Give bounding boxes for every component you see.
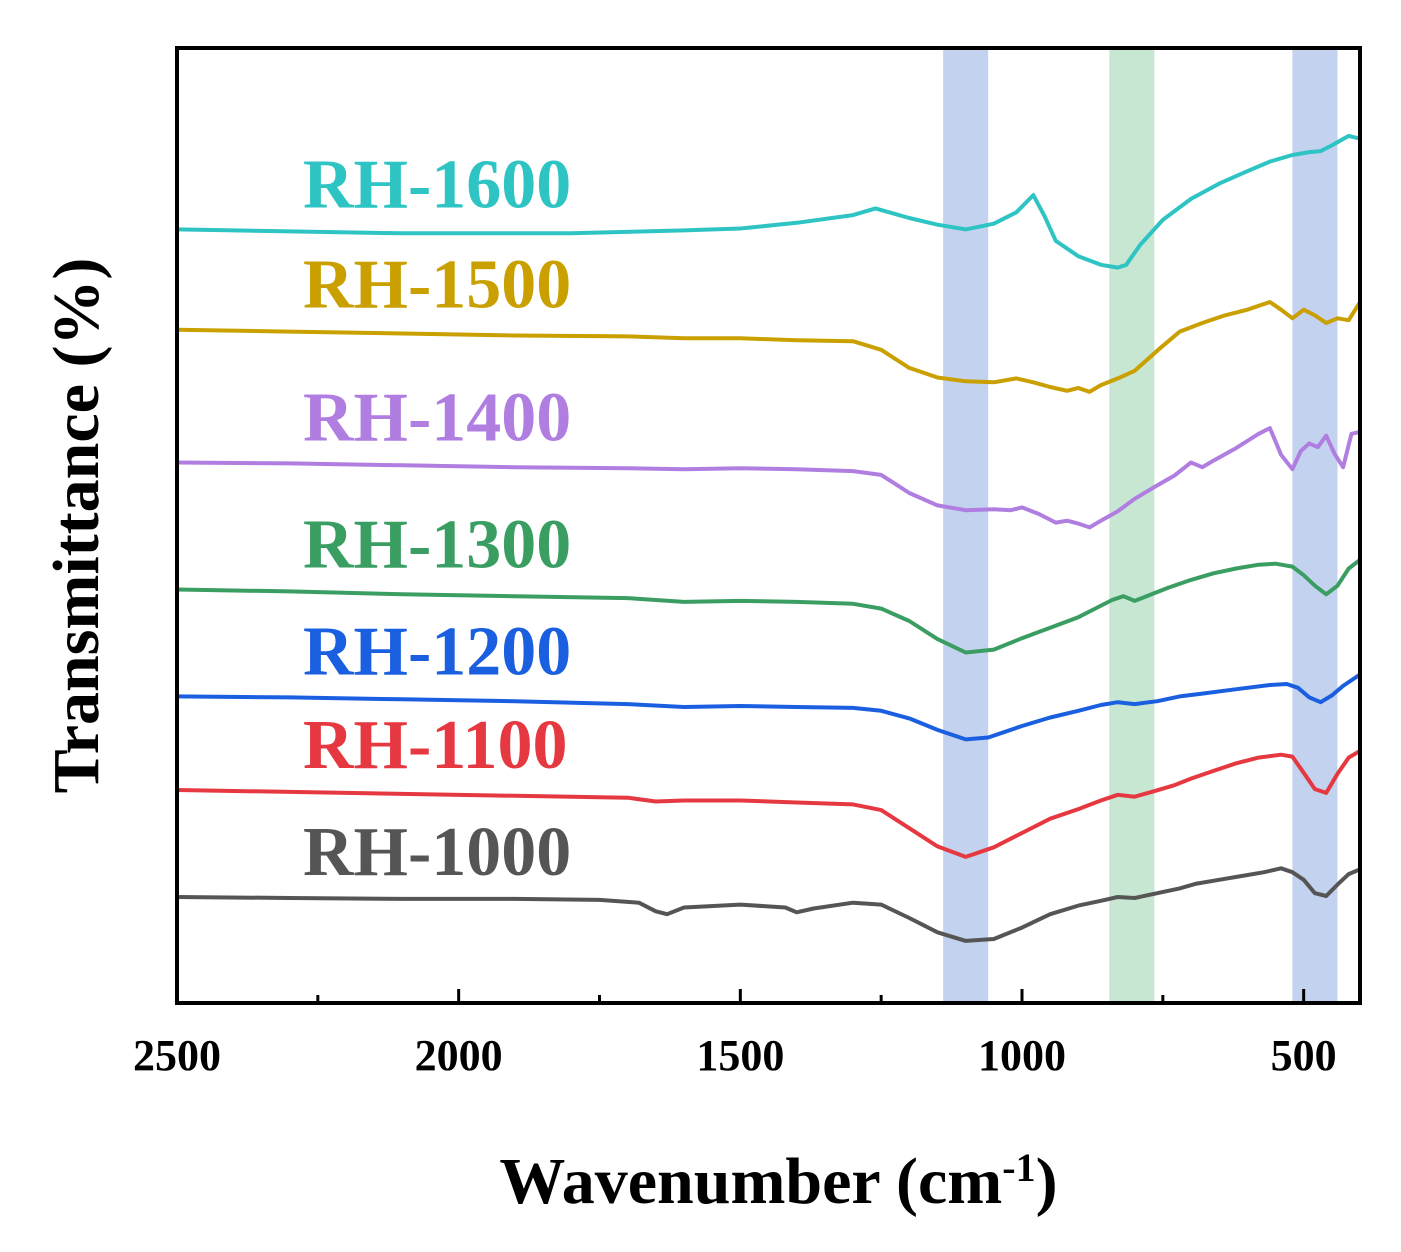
series-label-rh-1500: RH-1500 bbox=[303, 247, 571, 324]
x-tick-label-2500: 2500 bbox=[133, 1031, 221, 1080]
series-line-rh-1300 bbox=[175, 557, 1362, 655]
series-line-rh-1200 bbox=[175, 672, 1362, 742]
highlight-band-3 bbox=[1292, 48, 1338, 1003]
highlight-band-1 bbox=[943, 48, 989, 1003]
series-lines bbox=[175, 133, 1362, 943]
x-axis-title-end: ) bbox=[1036, 1145, 1058, 1218]
highlight-band-2 bbox=[1109, 48, 1155, 1003]
series-labels: RH-1600 RH-1500 RH-1400 RH-1300 RH-1200 RH-11… bbox=[303, 146, 571, 891]
x-tick-label-500: 500 bbox=[1271, 1031, 1337, 1080]
series-label-rh-1100: RH-1100 bbox=[303, 707, 567, 784]
series-label-rh-1600: RH-1600 bbox=[303, 146, 571, 223]
x-tick-label-2000: 2000 bbox=[415, 1031, 503, 1080]
series-line-rh-1600 bbox=[175, 133, 1362, 270]
series-label-rh-1300: RH-1300 bbox=[303, 507, 571, 584]
series-line-rh-1500 bbox=[175, 300, 1362, 394]
x-axis-title-superscript: -1 bbox=[1002, 1145, 1035, 1190]
series-line-rh-1400 bbox=[175, 426, 1362, 530]
x-axis-title: Wavenumber (cm-1) bbox=[499, 1145, 1057, 1219]
series-label-rh-1400: RH-1400 bbox=[303, 380, 571, 457]
highlight-bands bbox=[943, 48, 1338, 1003]
y-axis-title: Transmittance (%) bbox=[40, 258, 113, 794]
series-label-rh-1200: RH-1200 bbox=[303, 613, 571, 690]
x-tick-label-1000: 1000 bbox=[978, 1031, 1066, 1080]
x-tick-label-1500: 1500 bbox=[696, 1031, 784, 1080]
x-axis-ticks: 2500 2000 1500 1000 500 bbox=[133, 989, 1337, 1080]
x-axis-title-text: Wavenumber (cm bbox=[499, 1145, 1002, 1218]
series-line-rh-1100 bbox=[175, 748, 1362, 859]
series-line-rh-1000 bbox=[175, 866, 1362, 943]
series-label-rh-1000: RH-1000 bbox=[303, 814, 571, 891]
plot-frame bbox=[175, 46, 1362, 1005]
